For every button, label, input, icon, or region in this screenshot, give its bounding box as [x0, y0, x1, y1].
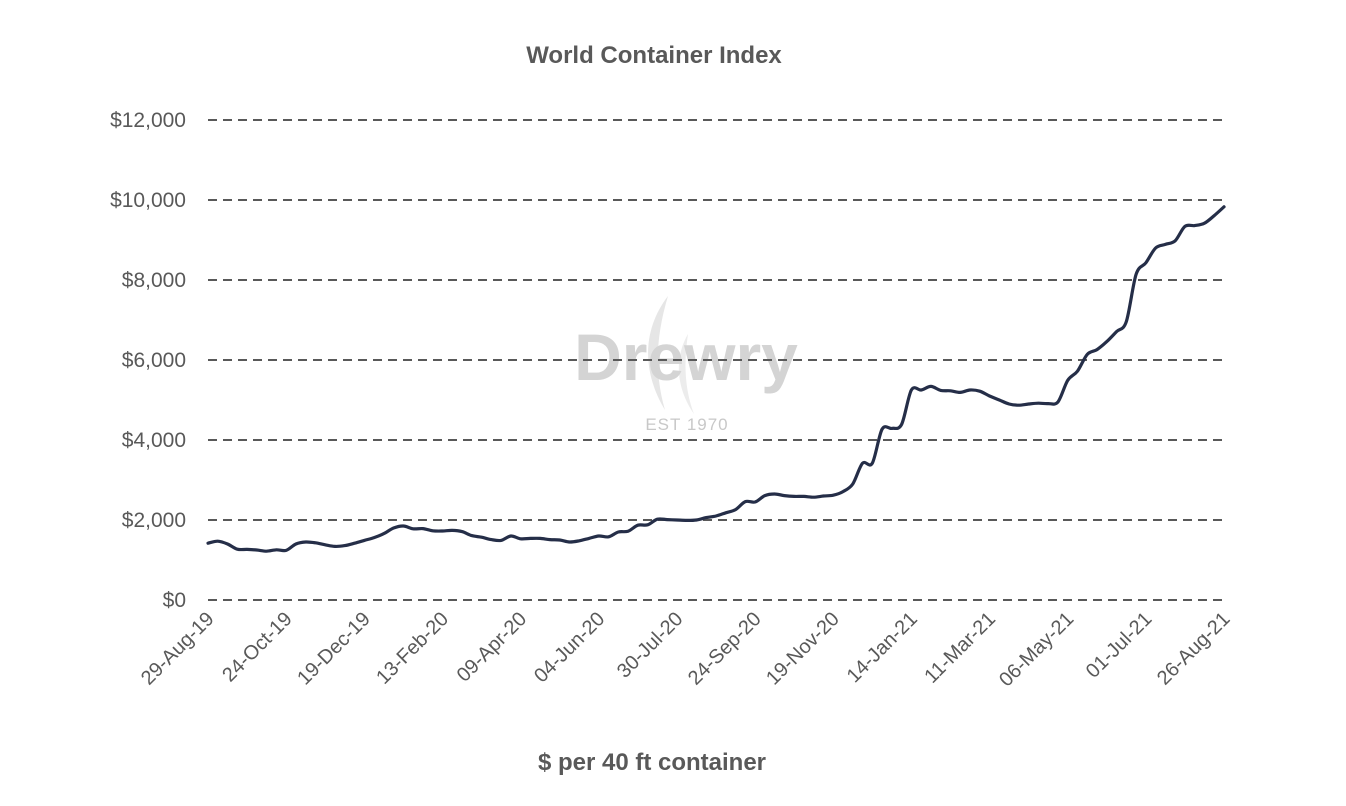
- x-tick-label: 24-Sep-20: [684, 608, 766, 690]
- drewry-watermark-logo: Drewry EST 1970: [574, 296, 798, 434]
- y-tick-label: $2,000: [122, 509, 186, 532]
- x-tick-label: 01-Jul-21: [1082, 608, 1157, 683]
- series-group: [206, 205, 1226, 553]
- watermark-name: Drewry: [574, 320, 798, 394]
- y-tick-label: $0: [163, 589, 186, 612]
- x-tick-label: 29-Aug-19: [137, 608, 219, 690]
- x-tick-label: 09-Apr-20: [453, 608, 531, 686]
- y-tick-label: $10,000: [110, 189, 186, 212]
- x-tick-label: 11-Mar-21: [920, 608, 1000, 688]
- chart-title: World Container Index: [526, 42, 782, 69]
- y-tick-label: $8,000: [122, 269, 186, 292]
- y-gridlines: [208, 119, 1224, 601]
- x-tick-label: 24-Oct-19: [218, 608, 296, 686]
- y-axis-tick-labels: $0 $2,000 $4,000 $6,000 $8,000 $10,000 $12,000: [110, 109, 186, 612]
- x-tick-label: 14-Jan-21: [843, 608, 922, 687]
- x-axis-label: $ per 40 ft container: [538, 749, 766, 776]
- x-tick-label: 26-Aug-21: [1153, 608, 1235, 690]
- x-tick-label: 19-Dec-19: [293, 608, 375, 690]
- x-tick-label: 06-May-21: [995, 608, 1078, 691]
- x-tick-label: 04-Jun-20: [530, 608, 609, 687]
- series-line: [206, 205, 1226, 553]
- flame-icon: [648, 296, 668, 410]
- watermark-established: EST 1970: [645, 415, 728, 434]
- y-tick-label: $12,000: [110, 109, 186, 132]
- x-tick-label: 30-Jul-20: [613, 608, 688, 683]
- y-tick-label: $6,000: [122, 349, 186, 372]
- x-tick-label: 19-Nov-20: [762, 608, 844, 690]
- x-tick-label: 13-Feb-20: [372, 608, 453, 689]
- y-tick-label: $4,000: [122, 429, 186, 452]
- flame-inner-icon: [678, 334, 694, 414]
